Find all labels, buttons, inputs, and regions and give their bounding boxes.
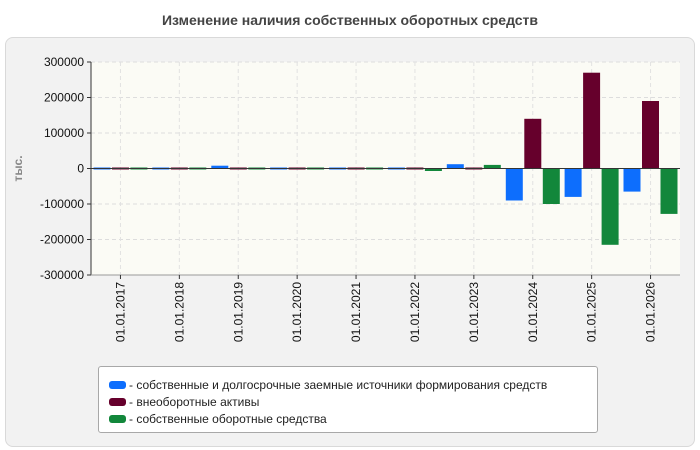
chart-title: Изменение наличия собственных оборотных …: [161, 12, 539, 28]
x-tick-label: 01.01.2021: [349, 282, 363, 342]
bar: [642, 101, 659, 169]
x-tick-label: 01.01.2020: [290, 282, 304, 342]
y-tick-label: -200000: [40, 233, 84, 247]
legend-label: - внеоборотные активы: [129, 394, 260, 409]
x-tick-label: 01.01.2024: [526, 282, 540, 342]
bar: [623, 168, 641, 192]
legend-item: - внеоборотные активы: [109, 393, 597, 410]
bar: [660, 168, 678, 214]
chart-legend: - собственные и долгосрочные заемные ист…: [98, 366, 598, 433]
x-tick-label: 01.01.2018: [172, 282, 186, 342]
legend-item: - собственные и долгосрочные заемные ист…: [109, 376, 597, 393]
bar: [483, 164, 501, 169]
legend-swatch: [109, 380, 126, 389]
y-tick-label: 0: [77, 162, 84, 176]
x-tick-label: 01.01.2019: [231, 282, 245, 342]
y-tick-label: 300000: [44, 55, 84, 69]
bar: [524, 118, 542, 169]
bar: [564, 168, 582, 197]
y-axis-label: тыс.: [11, 155, 25, 181]
legend-label: - собственные и долгосрочные заемные ист…: [129, 377, 548, 392]
x-tick-label: 01.01.2017: [114, 282, 128, 342]
y-tick-label: 100000: [44, 126, 84, 140]
x-tick-label: 01.01.2025: [585, 282, 599, 342]
bar: [505, 168, 523, 201]
x-tick-label: 01.01.2026: [644, 282, 658, 342]
legend-swatch: [109, 414, 126, 423]
bar: [446, 164, 464, 169]
x-tick-label: 01.01.2022: [408, 282, 422, 342]
y-tick-label: -300000: [40, 268, 84, 282]
bar: [424, 168, 442, 171]
bar: [583, 72, 601, 169]
bar: [601, 168, 619, 245]
x-tick-label: 01.01.2023: [467, 282, 481, 342]
y-tick-label: 200000: [44, 91, 84, 105]
legend-item: - собственные оборотные средства: [109, 410, 597, 427]
legend-swatch: [109, 397, 126, 406]
legend-label: - собственные оборотные средства: [129, 411, 327, 426]
y-tick-label: -100000: [40, 197, 84, 211]
bar: [542, 168, 560, 204]
bar: [211, 165, 229, 169]
